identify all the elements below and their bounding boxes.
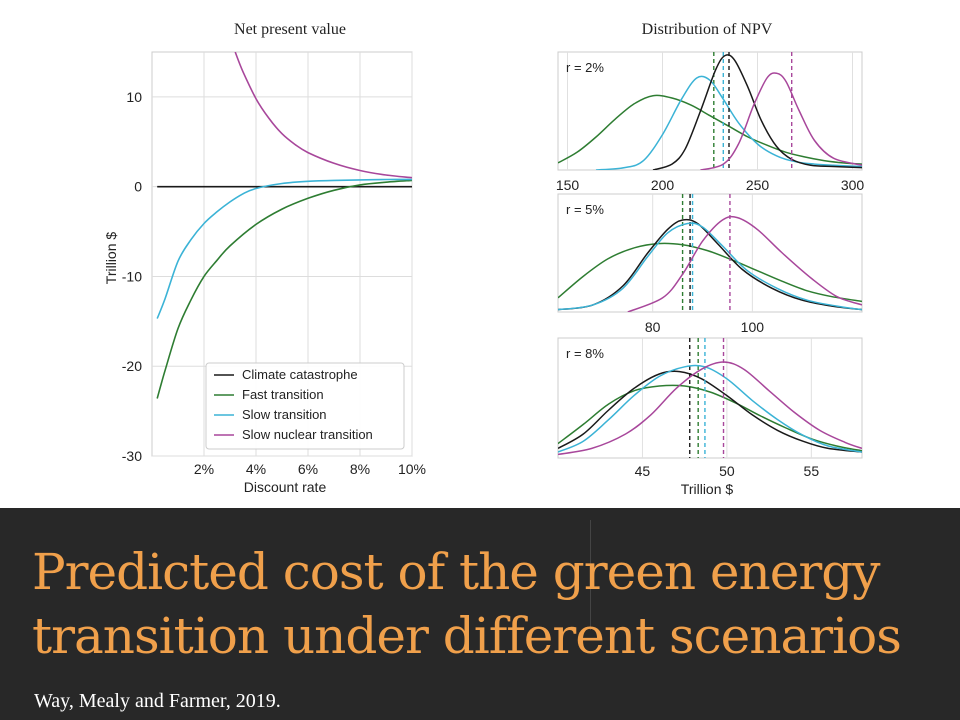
- legend-label-climate-catastrophe: Climate catastrophe: [242, 367, 358, 382]
- distribution-x-tick-label: 80: [645, 319, 661, 335]
- density-curve-slow-transition: [595, 75, 862, 170]
- npv-x-axis-label: Discount rate: [244, 479, 327, 495]
- distribution-x-tick-label: 300: [841, 177, 865, 193]
- npv-line-slow-transition: [156, 178, 412, 319]
- density-curve-fast-transition: [558, 94, 862, 165]
- density-curve-climate-catastrophe: [558, 370, 862, 453]
- npv-x-tick-label: 8%: [350, 461, 370, 477]
- npv-y-tick-label: 0: [134, 179, 142, 195]
- distribution-panel-frame: [557, 51, 863, 171]
- citation: Way, Mealy and Farmer, 2019.: [34, 690, 281, 712]
- density-curve-slow-transition: [558, 222, 862, 311]
- distribution-x-tick-label: 55: [804, 463, 820, 479]
- npv-y-tick-label: 10: [126, 89, 142, 105]
- distribution-x-tick-label: 250: [746, 177, 770, 193]
- npv-chart-title: Net present value: [234, 21, 346, 38]
- density-curve-climate-catastrophe: [652, 54, 862, 170]
- npv-y-tick-label: -30: [122, 448, 142, 464]
- distribution-x-tick-label: 150: [556, 177, 580, 193]
- slide-title-line-2: transition under different scenarios: [32, 607, 902, 665]
- npv-x-tick-label: 2%: [194, 461, 214, 477]
- distribution-x-tick-label: 200: [651, 177, 675, 193]
- npv-x-tick-label: 10%: [398, 461, 426, 477]
- npv-legend: Climate catastrophe Fast transition Slow t…: [205, 362, 405, 450]
- distribution-panel-label: r = 2%: [566, 60, 604, 75]
- distribution-x-tick-label: 100: [741, 319, 765, 335]
- legend-label-fast-transition: Fast transition: [242, 387, 324, 402]
- npv-x-tick-label: 4%: [246, 461, 266, 477]
- slide-title-line-1: Predicted cost of the green energy: [32, 543, 880, 601]
- title-band: [0, 508, 960, 720]
- chart-area: 2% 4% 6% 8% 10% 10 0 -10 -20 -30 Net present value…: [103, 21, 865, 497]
- npv-legend-box: [205, 362, 405, 450]
- legend-label-slow-nuclear-transition: Slow nuclear transition: [242, 427, 373, 442]
- npv-x-tick-label: 6%: [298, 461, 318, 477]
- density-curve-climate-catastrophe: [558, 218, 862, 311]
- density-curve-slow-nuclear-transition: [700, 72, 862, 170]
- npv-y-axis-label: Trillion $: [103, 232, 119, 285]
- npv-y-tick-label: -10: [122, 268, 142, 284]
- distribution-x-tick-label: 45: [635, 463, 651, 479]
- distribution-series-group: [558, 194, 862, 312]
- distribution-series-group: [558, 338, 862, 458]
- distribution-series-group: [558, 52, 862, 170]
- distribution-panel-1: 150 200 250 300 r = 2%: [556, 51, 865, 193]
- density-curve-slow-nuclear-transition: [627, 215, 862, 312]
- npv-line-fast-transition: [156, 179, 412, 399]
- npv-chart: 2% 4% 6% 8% 10% 10 0 -10 -20 -30 Net present value…: [103, 21, 426, 495]
- npv-line-slow-nuclear-transition: [234, 52, 412, 179]
- distribution-panel-3: 45 50 55 r = 8%: [557, 337, 863, 479]
- npv-y-tick-label: -20: [122, 358, 142, 374]
- distribution-x-axis-label: Trillion $: [681, 481, 734, 497]
- legend-label-slow-transition: Slow transition: [242, 407, 327, 422]
- density-curve-fast-transition: [558, 242, 862, 303]
- distribution-chart-title: Distribution of NPV: [642, 21, 773, 38]
- distribution-panel-2: 80 100 r = 5%: [557, 193, 863, 335]
- distribution-x-tick-label: 50: [719, 463, 735, 479]
- distribution-panel-label: r = 8%: [566, 346, 604, 361]
- npv-series-group: [156, 52, 412, 399]
- slide-title: Predicted cost of the green energy transi…: [32, 540, 932, 668]
- distribution-panel-label: r = 5%: [566, 202, 604, 217]
- title-divider: [590, 520, 591, 630]
